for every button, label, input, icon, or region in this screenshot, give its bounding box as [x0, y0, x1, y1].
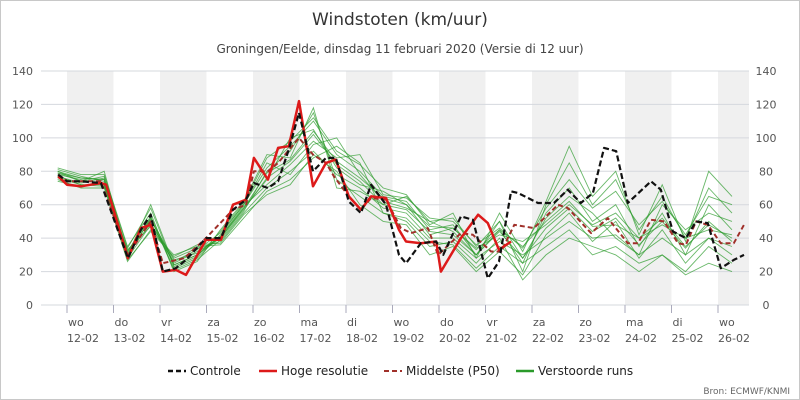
x-tick-day: do	[440, 316, 454, 329]
day-band	[718, 71, 749, 305]
x-tick-date: 13-02	[114, 332, 146, 345]
legend-label-verstoorde-runs: Verstoorde runs	[538, 364, 633, 378]
y-tick-label-left: 120	[12, 98, 33, 111]
day-band	[253, 71, 300, 305]
y-tick-label-right: 60	[759, 199, 773, 212]
p50-line	[57, 136, 745, 265]
x-tick-date: 17-02	[300, 332, 332, 345]
x-tick-day: wo	[719, 316, 735, 329]
y-tick-label-right: 140	[756, 65, 777, 78]
y-tick-label-right: 80	[759, 165, 773, 178]
x-tick-date: 19-02	[393, 332, 425, 345]
x-tick-date: 24-02	[625, 332, 657, 345]
y-tick-label-left: 100	[12, 132, 33, 145]
x-tick-date: 22-02	[532, 332, 564, 345]
y-tick-label-left: 0	[26, 299, 33, 312]
x-tick-day: vr	[487, 316, 499, 329]
ensemble-member-line	[57, 120, 733, 269]
x-tick-date: 16-02	[253, 332, 285, 345]
x-tick-date: 21-02	[486, 332, 518, 345]
x-tick-day: di	[673, 316, 683, 329]
x-tick-day: di	[347, 316, 357, 329]
ensemble-member-line	[57, 140, 733, 261]
x-tick-day: ma	[626, 316, 643, 329]
legend-item-verstoorde-runs[interactable]: Verstoorde runs	[516, 364, 633, 378]
y-tick-label-left: 80	[19, 165, 33, 178]
x-tick-date: 20-02	[439, 332, 471, 345]
x-tick-day: vr	[161, 316, 173, 329]
y-tick-label-right: 0	[763, 299, 770, 312]
source-label: Bron: ECMWF/KNMI	[703, 387, 790, 397]
x-tick-day: wo	[394, 316, 410, 329]
day-band	[439, 71, 486, 305]
y-tick-label-right: 40	[759, 232, 773, 245]
legend-item-p50[interactable]: Middelste (P50)	[384, 364, 500, 378]
y-tick-label-left: 40	[19, 232, 33, 245]
y-tick-label-left: 20	[19, 266, 33, 279]
y-tick-label-left: 140	[12, 65, 33, 78]
ensemble-member-line	[57, 145, 733, 273]
controle-line	[57, 111, 745, 280]
y-tick-label-right: 120	[756, 98, 777, 111]
y-tick-label-right: 20	[759, 266, 773, 279]
legend-label-hoge-resolutie: Hoge resolutie	[281, 364, 368, 378]
x-tick-date: 15-02	[207, 332, 239, 345]
legend-label-controle: Controle	[190, 364, 241, 378]
x-tick-date: 25-02	[672, 332, 704, 345]
legend-label-p50: Middelste (P50)	[406, 364, 500, 378]
x-tick-day: zo	[580, 316, 593, 329]
x-tick-day: ma	[301, 316, 318, 329]
x-tick-day: wo	[68, 316, 84, 329]
x-tick-day: do	[115, 316, 129, 329]
legend-item-controle[interactable]: Controle	[168, 364, 241, 378]
y-tick-label-left: 60	[19, 199, 33, 212]
day-band	[346, 71, 393, 305]
x-tick-day: za	[208, 316, 221, 329]
chart-title: Windstoten (km/uur)	[312, 10, 488, 30]
x-tick-date: 14-02	[160, 332, 192, 345]
day-band	[625, 71, 672, 305]
legend: Controle Hoge resolutie Middelste (P50) …	[168, 364, 633, 378]
x-tick-date: 18-02	[346, 332, 378, 345]
legend-item-hoge-resolutie[interactable]: Hoge resolutie	[259, 364, 368, 378]
x-tick-date: 12-02	[67, 332, 99, 345]
x-tick-day: za	[533, 316, 546, 329]
x-tick-day: zo	[254, 316, 267, 329]
x-tick-date: 26-02	[718, 332, 750, 345]
x-tick-date: 23-02	[579, 332, 611, 345]
y-tick-label-right: 100	[756, 132, 777, 145]
ensemble-member-line	[57, 130, 733, 266]
chart-subtitle: Groningen/Eelde, dinsdag 11 februari 202…	[216, 42, 583, 56]
